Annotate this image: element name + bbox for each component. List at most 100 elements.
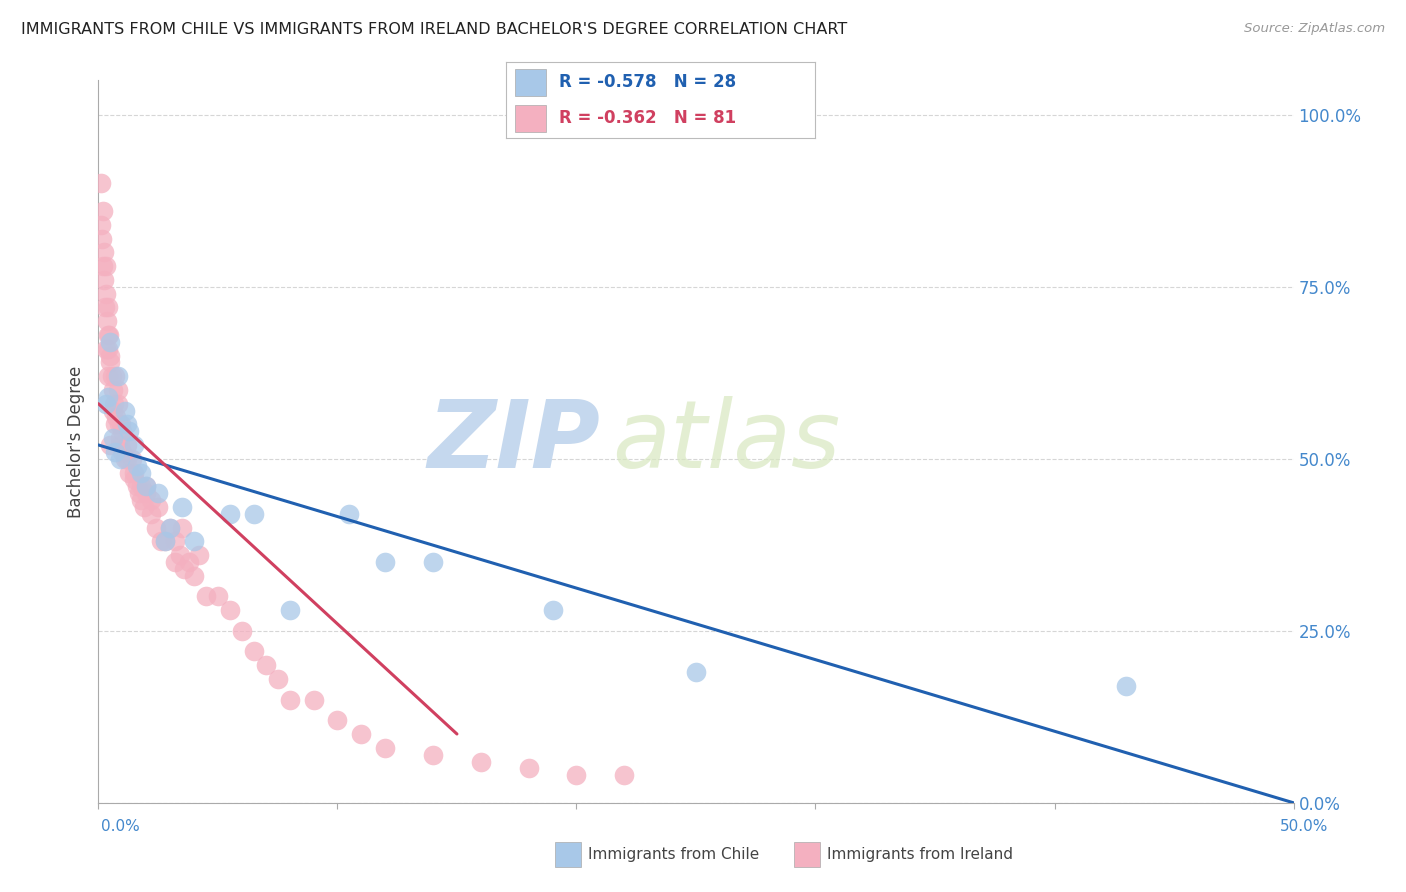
Point xyxy=(98,327,121,342)
Point xyxy=(108,431,131,445)
Point xyxy=(374,740,396,755)
Point xyxy=(131,493,153,508)
Point xyxy=(107,397,129,411)
Point xyxy=(135,479,157,493)
Text: Immigrants from Ireland: Immigrants from Ireland xyxy=(827,847,1012,862)
Point xyxy=(148,486,170,500)
Point xyxy=(243,507,266,521)
Point xyxy=(145,520,167,534)
Text: atlas: atlas xyxy=(613,396,841,487)
Text: IMMIGRANTS FROM CHILE VS IMMIGRANTS FROM IRELAND BACHELOR'S DEGREE CORRELATION C: IMMIGRANTS FROM CHILE VS IMMIGRANTS FROM… xyxy=(21,22,848,37)
Point xyxy=(231,624,253,638)
Point xyxy=(124,466,146,480)
Point xyxy=(159,520,181,534)
Point xyxy=(91,259,114,273)
Point xyxy=(115,438,138,452)
Point xyxy=(183,534,205,549)
Point xyxy=(131,479,153,493)
Point xyxy=(195,590,218,604)
Point xyxy=(207,590,229,604)
Point xyxy=(350,727,373,741)
Point xyxy=(94,342,117,356)
Point xyxy=(517,761,540,775)
Point xyxy=(135,486,157,500)
Point xyxy=(172,520,194,534)
Point xyxy=(107,369,129,384)
Point xyxy=(111,424,134,438)
Point xyxy=(470,755,492,769)
Point xyxy=(155,534,177,549)
Point xyxy=(93,245,115,260)
Point xyxy=(685,665,707,679)
Point xyxy=(93,273,115,287)
Point xyxy=(108,451,131,466)
Point xyxy=(422,747,444,762)
Point xyxy=(128,486,150,500)
Point xyxy=(169,548,191,562)
Point xyxy=(183,568,205,582)
Point xyxy=(115,451,138,466)
Point xyxy=(98,349,122,363)
Point xyxy=(90,218,112,232)
Point xyxy=(124,438,146,452)
Point xyxy=(219,507,242,521)
Point xyxy=(107,417,129,432)
Point xyxy=(155,534,177,549)
Point xyxy=(108,438,131,452)
Point xyxy=(101,431,124,445)
Point xyxy=(104,417,127,432)
Point xyxy=(97,301,120,315)
Point xyxy=(97,390,120,404)
Point xyxy=(148,500,170,514)
Point xyxy=(163,534,186,549)
Text: Immigrants from Chile: Immigrants from Chile xyxy=(588,847,759,862)
Point xyxy=(124,472,146,486)
Point xyxy=(111,445,134,459)
Point xyxy=(131,466,153,480)
Point xyxy=(613,768,636,782)
Point xyxy=(114,451,136,466)
Point xyxy=(100,369,122,384)
Point xyxy=(103,397,125,411)
Point xyxy=(118,466,141,480)
Point xyxy=(101,403,124,417)
Point xyxy=(173,562,195,576)
Point xyxy=(219,603,242,617)
Point xyxy=(105,410,128,425)
Bar xyxy=(516,69,547,95)
Point xyxy=(541,603,564,617)
Point xyxy=(135,479,157,493)
Bar xyxy=(516,105,547,132)
Point xyxy=(107,383,129,397)
Point xyxy=(94,301,117,315)
Point xyxy=(98,355,121,369)
Text: 50.0%: 50.0% xyxy=(1281,820,1329,834)
Point xyxy=(565,768,588,782)
Point xyxy=(267,672,290,686)
Text: Source: ZipAtlas.com: Source: ZipAtlas.com xyxy=(1244,22,1385,36)
Point xyxy=(243,644,266,658)
Text: R = -0.578   N = 28: R = -0.578 N = 28 xyxy=(558,73,735,91)
Text: ZIP: ZIP xyxy=(427,395,600,488)
Point xyxy=(110,417,132,432)
Point xyxy=(159,520,181,534)
Point xyxy=(302,692,325,706)
Point xyxy=(139,507,162,521)
Point xyxy=(187,548,209,562)
Point xyxy=(422,555,444,569)
Point xyxy=(104,369,127,384)
Point xyxy=(94,259,117,273)
Point xyxy=(326,713,349,727)
Point xyxy=(96,314,118,328)
Point xyxy=(94,397,117,411)
Point xyxy=(97,342,120,356)
Point xyxy=(278,603,301,617)
Point xyxy=(1115,679,1137,693)
Point xyxy=(278,692,301,706)
Point xyxy=(172,500,194,514)
Point xyxy=(118,424,141,438)
Point xyxy=(97,369,120,384)
Point xyxy=(149,534,172,549)
Point xyxy=(98,334,122,349)
Point xyxy=(98,438,122,452)
